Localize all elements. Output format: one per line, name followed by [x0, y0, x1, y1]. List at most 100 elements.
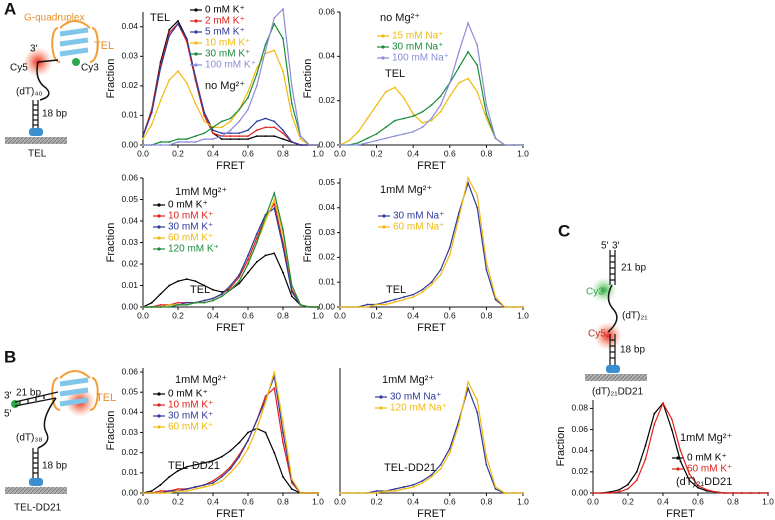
data-point: [273, 22, 276, 25]
data-point: [150, 306, 153, 308]
y-tick-label: 0.00: [318, 301, 335, 311]
data-point: [421, 288, 424, 291]
data-point: [412, 113, 415, 115]
x-tick-label: 0.4: [407, 496, 419, 506]
panel-label: A: [4, 0, 16, 18]
data-point: [203, 484, 206, 486]
data-point: [159, 484, 162, 486]
x-axis-label: FRET: [417, 322, 446, 334]
data-point: [168, 492, 171, 494]
x-tick-label: 0.8: [480, 496, 492, 506]
data-point: [264, 395, 267, 398]
data-point: [247, 447, 249, 450]
data-point: [439, 95, 442, 98]
schematic-label: 5′: [4, 409, 12, 420]
x-tick-label: 0.0: [137, 496, 149, 506]
data-point: [273, 387, 276, 390]
data-point: [212, 126, 214, 129]
annotation: 1mM Mg²⁺: [380, 184, 432, 196]
panel-label: C: [558, 221, 570, 240]
annotation: TEL: [190, 284, 210, 296]
schematic-label: 18 bp: [42, 109, 67, 120]
x-axis-label: FRET: [417, 160, 446, 172]
data-point: [299, 492, 302, 494]
data-point: [255, 120, 258, 123]
data-point: [264, 117, 267, 120]
data-point: [430, 475, 433, 478]
data-point: [403, 97, 405, 100]
data-point: [366, 137, 369, 140]
data-point: [503, 144, 506, 146]
data-point: [357, 492, 360, 494]
data-point: [688, 479, 691, 482]
data-point: [282, 228, 284, 231]
data-point: [467, 77, 469, 80]
data-point: [448, 447, 451, 450]
data-point: [273, 126, 276, 129]
data-point: [670, 418, 673, 420]
schematic-label: TEL: [28, 149, 47, 160]
data-point: [430, 104, 433, 106]
data-point: [458, 51, 460, 53]
data-point: [264, 254, 267, 257]
y-axis-label: Fraction: [105, 223, 117, 263]
data-point: [317, 306, 319, 308]
y-tick-label: 0.08: [571, 403, 588, 413]
x-tick-label: 1.0: [312, 310, 324, 320]
legend-marker: [381, 34, 385, 38]
data-point: [238, 135, 241, 138]
legend-marker: [676, 467, 680, 471]
legend-label: 120 mM Na⁺: [390, 403, 447, 414]
data-point: [290, 295, 293, 298]
data-point: [238, 138, 241, 140]
x-tick-label: 0.6: [444, 496, 456, 506]
data-point: [357, 144, 360, 146]
annotation: 1mM Mg²⁺: [175, 374, 227, 386]
data-point: [308, 492, 311, 494]
data-point: [384, 90, 387, 93]
data-point: [467, 51, 469, 53]
data-point: [308, 144, 311, 146]
data-point: [339, 306, 341, 308]
legend-marker: [157, 425, 161, 429]
data-point: [679, 460, 682, 463]
data-point: [220, 135, 223, 138]
y-tick-label: 0.06: [318, 6, 335, 16]
y-tick-label: 0.03: [318, 227, 335, 237]
legend-label: 0 mM K⁺: [168, 389, 208, 400]
data-point: [403, 486, 405, 488]
x-tick-label: 1.0: [517, 496, 529, 506]
y-tick-label: 0.05: [318, 177, 335, 187]
data-point: [282, 475, 284, 478]
legend-marker: [157, 214, 161, 218]
schematic-label: Cy5: [588, 329, 606, 340]
data-point: [229, 120, 232, 123]
data-point: [439, 273, 442, 276]
data-point: [394, 488, 396, 490]
x-tick-label: 0.2: [371, 310, 383, 320]
data-point: [448, 95, 451, 98]
schematic-label: 3′: [4, 391, 12, 402]
data-point: [357, 306, 360, 308]
data-point: [150, 144, 153, 146]
data-point: [299, 144, 302, 146]
data-point: [412, 115, 415, 118]
data-point: [177, 141, 179, 143]
x-tick-label: 0.8: [480, 148, 492, 158]
data-point: [308, 306, 311, 308]
data-point: [203, 284, 206, 287]
data-point: [220, 120, 223, 123]
y-tick-label: 0.03: [121, 237, 138, 247]
data-point: [238, 461, 241, 464]
data-point: [203, 114, 206, 117]
data-point: [142, 138, 144, 140]
annotation: TEL-DD21: [384, 462, 436, 474]
data-point: [212, 288, 214, 291]
data-point: [412, 130, 415, 133]
x-tick-label: 0.0: [334, 148, 346, 158]
data-point: [290, 284, 293, 287]
data-point: [394, 490, 396, 492]
data-point: [394, 135, 396, 138]
data-point: [282, 132, 284, 135]
data-point: [194, 102, 197, 105]
